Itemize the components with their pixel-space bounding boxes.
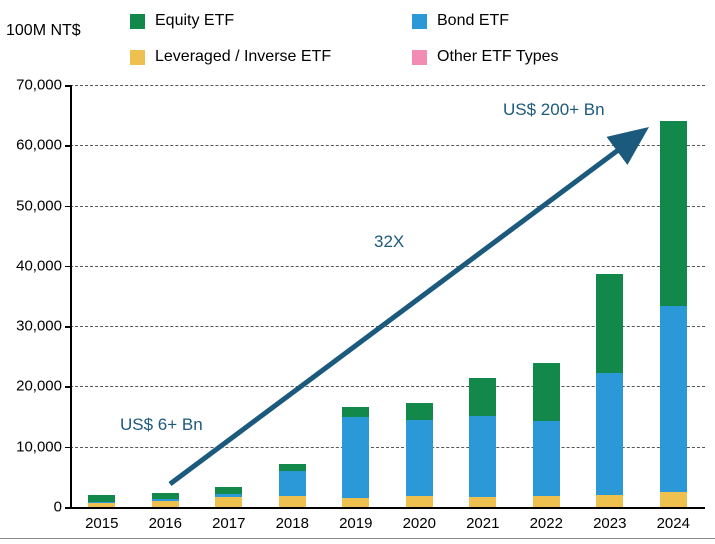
bar-segment-leveraged-inverse-etf-2022 (532, 496, 560, 507)
y-axis-tick-label: 10,000 (16, 438, 62, 456)
y-axis-tick (65, 85, 70, 87)
legend-swatch-icon (412, 49, 427, 65)
bar-segment-bond-etf-2023 (596, 372, 624, 495)
y-axis-tick-label: 0 (53, 498, 62, 516)
bar-segment-equity-etf-2020 (405, 402, 433, 421)
y-axis-tick (65, 205, 70, 208)
bar-segment-bond-etf-2022 (532, 421, 560, 497)
bar-segment-bond-etf-2015 (88, 502, 116, 503)
bar-segment-equity-etf-2015 (88, 494, 116, 503)
bottom-divider (0, 538, 715, 539)
y-gridline (70, 85, 705, 86)
y-axis-tick-label: 20,000 (16, 377, 62, 395)
y-axis-tick (65, 386, 70, 388)
bar-segment-leveraged-inverse-etf-2018 (278, 496, 306, 507)
x-axis-label-2021: 2021 (466, 515, 500, 532)
bar-segment-equity-etf-2024 (659, 121, 687, 307)
bar-segment-leveraged-inverse-etf-2017 (215, 497, 243, 507)
y-axis-line (70, 85, 72, 507)
annotation-growth-multiple: 32X (374, 232, 405, 251)
bar-segment-equity-etf-2021 (469, 377, 497, 416)
x-axis-label-2016: 2016 (148, 515, 182, 532)
y-axis-tick-label: 30,000 (16, 317, 62, 335)
bar-segment-equity-etf-2018 (278, 464, 306, 471)
y-axis-tick (65, 326, 70, 328)
legend-label: Other ETF Types (437, 48, 559, 65)
legend-item-equity-etf: Equity ETF (130, 12, 412, 30)
y-gridline (70, 265, 705, 267)
bar-segment-bond-etf-2024 (659, 306, 687, 492)
legend-swatch-icon (130, 13, 145, 29)
bar-segment-equity-etf-2023 (596, 273, 624, 373)
bar-segment-equity-etf-2019 (342, 406, 370, 417)
legend-label: Bond ETF (437, 12, 510, 29)
x-axis-line (70, 507, 705, 509)
y-axis-tick-label: 40,000 (16, 257, 62, 275)
bar-segment-bond-etf-2021 (469, 415, 497, 497)
bar-segment-bond-etf-2018 (278, 470, 306, 497)
y-axis-tick (65, 507, 70, 509)
bar-segment-bond-etf-2019 (342, 416, 370, 498)
legend-item-other-etf-types: Other ETF Types (412, 48, 559, 66)
x-axis-label-2019: 2019 (339, 515, 373, 532)
bar-segment-equity-etf-2022 (532, 362, 560, 422)
x-axis-label-2024: 2024 (656, 515, 690, 532)
x-axis-label-2020: 2020 (402, 515, 436, 532)
bar-segment-leveraged-inverse-etf-2015 (88, 502, 116, 507)
legend-swatch-icon (130, 49, 145, 65)
legend-item-bond-etf: Bond ETF (412, 12, 559, 30)
y-axis-tick (65, 265, 70, 268)
legend-swatch-icon (412, 13, 427, 29)
x-axis-label-2023: 2023 (593, 515, 627, 532)
bar-segment-equity-etf-2017 (215, 487, 243, 494)
x-axis-label-2017: 2017 (212, 515, 246, 532)
y-axis-tick-label: 70,000 (16, 76, 62, 94)
annotation-end-value: US$ 200+ Bn (503, 100, 605, 119)
bar-segment-leveraged-inverse-etf-2020 (405, 496, 433, 507)
annotation-start-value: US$ 6+ Bn (120, 415, 203, 434)
legend-label: Equity ETF (155, 12, 235, 29)
bar-segment-leveraged-inverse-etf-2019 (342, 497, 370, 507)
y-gridline (70, 205, 705, 207)
bar-segment-bond-etf-2016 (151, 499, 179, 501)
y-axis-tick (65, 446, 70, 449)
bar-segment-bond-etf-2017 (215, 493, 243, 498)
legend-item-leveraged-inverse-etf: Leveraged / Inverse ETF (130, 48, 412, 66)
bar-segment-leveraged-inverse-etf-2016 (151, 500, 179, 507)
y-axis-unit-label: 100M NT$ (6, 22, 81, 39)
x-axis-label-2022: 2022 (529, 515, 563, 532)
y-axis-tick (65, 145, 70, 147)
y-axis-tick-label: 60,000 (16, 136, 62, 154)
y-axis-tick-label: 50,000 (16, 197, 62, 215)
bar-segment-leveraged-inverse-etf-2024 (659, 491, 687, 507)
y-gridline (70, 145, 705, 147)
bar-segment-leveraged-inverse-etf-2023 (596, 494, 624, 507)
x-axis-label-2015: 2015 (85, 515, 119, 532)
chart-legend: Equity ETF Bond ETF Leveraged / Inverse ET… (130, 12, 559, 66)
x-axis-label-2018: 2018 (275, 515, 309, 532)
bar-segment-equity-etf-2016 (151, 492, 179, 500)
bar-segment-bond-etf-2020 (405, 420, 433, 497)
legend-label: Leveraged / Inverse ETF (155, 48, 332, 65)
bar-segment-leveraged-inverse-etf-2021 (469, 496, 497, 507)
